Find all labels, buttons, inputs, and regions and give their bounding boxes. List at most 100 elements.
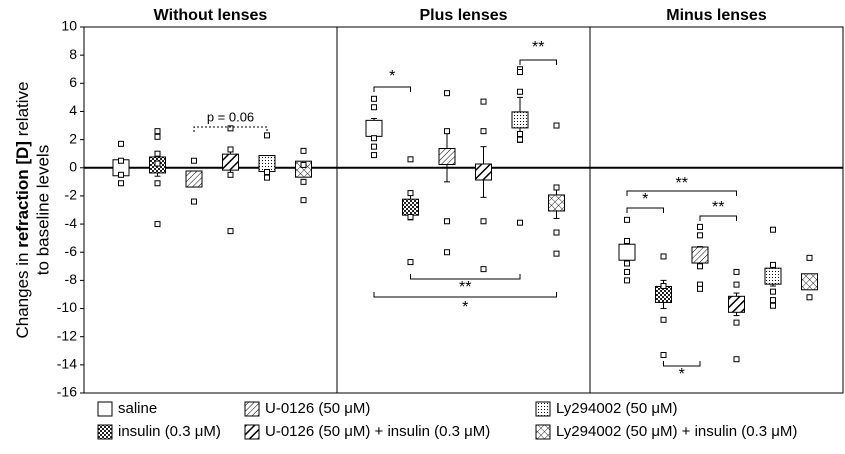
legend-label: U-0126 (50 μM) — [265, 400, 370, 417]
data-point — [770, 297, 776, 304]
annotation: ** — [459, 279, 471, 296]
data-point — [517, 88, 523, 95]
data-point — [227, 228, 234, 235]
data-point — [517, 130, 523, 137]
data-point — [806, 294, 813, 301]
data-point — [154, 133, 161, 140]
y-tick-label: 10 — [61, 18, 77, 34]
y-tick-label: 0 — [69, 158, 77, 174]
data-point — [154, 180, 161, 187]
significance-bracket — [519, 59, 557, 65]
panel-title: Plus lenses — [419, 7, 507, 24]
y-label-line1: Changes in refraction [D] relative — [13, 82, 32, 339]
data-point — [118, 180, 124, 187]
panel-title: Without lenses — [154, 7, 268, 24]
data-point — [553, 250, 560, 257]
data-point — [371, 143, 377, 150]
data-point — [553, 184, 560, 191]
mean-box — [618, 243, 636, 261]
data-point — [444, 249, 450, 256]
mean-box — [438, 148, 456, 166]
panel-title: Minus lenses — [666, 7, 767, 24]
significance-bracket — [410, 274, 521, 280]
y-tick-label: 6 — [69, 74, 77, 90]
data-point — [480, 266, 487, 273]
legend-swatch — [535, 424, 551, 440]
data-point — [480, 218, 487, 225]
data-point — [660, 283, 667, 290]
mean-box — [728, 295, 745, 313]
annotation: ** — [532, 39, 544, 56]
data-point — [624, 216, 630, 223]
mean-box — [402, 198, 419, 216]
data-point — [624, 237, 630, 244]
legend-label: Ly294002 (50 μM) + insulin (0.3 μM) — [556, 423, 797, 440]
y-tick-label: -8 — [65, 271, 78, 287]
data-point — [660, 316, 667, 323]
mean-box — [801, 273, 818, 291]
data-point — [300, 161, 307, 168]
data-point — [517, 136, 523, 143]
data-point — [227, 146, 234, 153]
data-point — [300, 197, 307, 204]
data-point — [517, 219, 523, 226]
annotation: ** — [676, 175, 688, 192]
mean-box — [185, 170, 203, 188]
data-point — [733, 268, 740, 275]
data-point — [191, 198, 197, 205]
data-point — [227, 125, 234, 132]
data-point — [300, 147, 307, 154]
y-tick-label: -14 — [57, 356, 77, 372]
y-label-line2: to baseline levels — [33, 145, 52, 275]
mean-box — [295, 160, 312, 178]
data-point — [371, 152, 377, 159]
legend-label: insulin (0.3 μM) — [118, 423, 221, 440]
annotation: ** — [712, 199, 724, 216]
data-point — [770, 302, 776, 309]
mean-box — [365, 119, 383, 137]
data-point — [770, 288, 776, 295]
y-tick-label: 2 — [69, 130, 77, 146]
legend-label: Ly294002 (50 μM) — [556, 400, 678, 417]
data-point — [154, 150, 161, 157]
legend-swatch — [535, 401, 551, 417]
annotation: * — [679, 366, 685, 383]
data-point — [264, 132, 270, 139]
data-point — [118, 140, 124, 147]
data-point — [444, 218, 450, 225]
data-point — [770, 226, 776, 233]
annotation: * — [462, 299, 468, 316]
data-point — [660, 351, 667, 358]
y-tick-label: -10 — [57, 299, 77, 315]
data-point — [444, 90, 450, 97]
mean-box — [764, 267, 782, 285]
data-point — [624, 268, 630, 275]
data-point — [371, 104, 377, 111]
data-point — [154, 160, 161, 167]
data-point — [300, 178, 307, 185]
legend-swatch — [97, 401, 113, 417]
annotation: p = 0.06 — [207, 109, 254, 124]
legend-swatch — [97, 424, 113, 440]
data-point — [264, 174, 270, 181]
significance-bracket — [373, 86, 411, 92]
data-point — [407, 190, 414, 197]
y-tick-label: -16 — [57, 384, 77, 400]
significance-bracket — [626, 207, 664, 213]
data-point — [227, 171, 234, 178]
data-point — [733, 281, 740, 288]
annotation: * — [389, 68, 395, 85]
data-point — [697, 285, 703, 292]
data-point — [697, 223, 703, 230]
significance-bracket — [699, 215, 737, 221]
data-point — [770, 261, 776, 268]
significance-bracket — [373, 292, 557, 298]
data-point — [191, 157, 197, 164]
data-point — [697, 263, 703, 270]
data-point — [697, 232, 703, 239]
data-point — [444, 128, 450, 135]
data-point — [733, 319, 740, 326]
legend-label: saline — [118, 400, 157, 417]
data-point — [154, 128, 161, 135]
legend-swatch — [244, 401, 260, 417]
